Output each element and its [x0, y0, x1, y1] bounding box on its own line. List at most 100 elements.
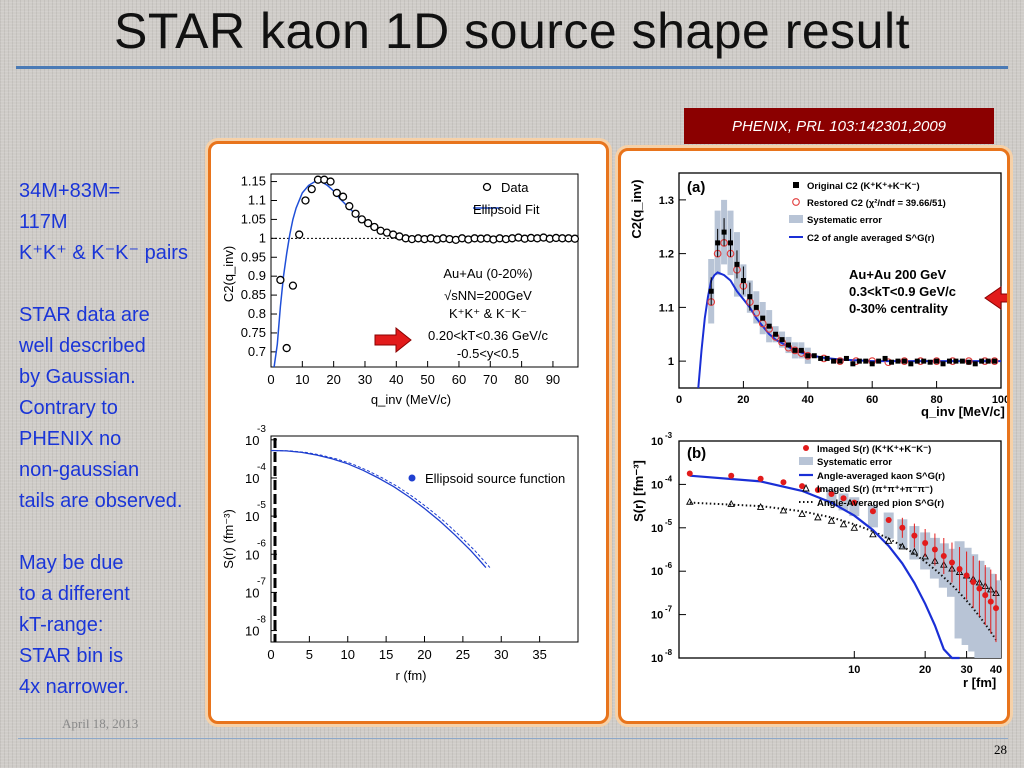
original-point: [740, 278, 746, 283]
side-line: 34M+83M=: [19, 180, 121, 202]
y-tick-label: 0.95: [241, 249, 266, 264]
y-tick-base: 10: [651, 436, 663, 448]
y-tick-base: 10: [245, 471, 259, 486]
star-charts: 0 10 20 30 40 50 60 70 80 900.70.750.80.850.90.95…: [221, 173, 580, 683]
annotation: 0.3<kT<0.9 GeV/c: [849, 284, 956, 299]
kaon-imaged-point: [885, 516, 892, 523]
phenix-panel: (a) 0 20 40 60 80 100 1 1.1 1.2 1.3 q_inv [MeV/c] C2…: [618, 148, 1010, 724]
data-point: [282, 343, 291, 353]
kaon-imaged-point: [976, 585, 983, 592]
kaon-imaged-point: [899, 524, 906, 531]
annotation: Au+Au (0-20%): [443, 266, 532, 281]
data-point: [295, 230, 304, 239]
y-axis-label: S(r) (fm⁻³): [221, 509, 236, 569]
y-tick-exponent: -3: [665, 431, 673, 440]
original-point: [934, 358, 940, 364]
side-line: to a different: [19, 583, 130, 605]
y-tick-base: 10: [651, 566, 663, 578]
legend-kaon-fit-label: Angle-averaged kaon S^G(r): [817, 471, 945, 482]
y-tick-label: 1.3: [659, 195, 674, 207]
side-line: non-gaussian: [19, 459, 140, 481]
legend-restored-label: Restored C2 (χ²/ndf = 39.66/51): [807, 198, 946, 209]
y-tick-label: 0.8: [248, 306, 266, 321]
x-tick-label: 40: [389, 372, 403, 387]
pion-fit-line: [689, 501, 997, 641]
original-point: [811, 353, 817, 359]
pion-imaged-point: [850, 523, 859, 531]
data-point: [570, 234, 580, 243]
legend-kaon-imaged-marker: [803, 445, 809, 451]
original-point: [985, 358, 991, 364]
original-point: [760, 315, 766, 321]
restored-point: [900, 357, 909, 365]
y-tick-base: 10: [651, 610, 663, 622]
y-tick-exponent: -8: [257, 615, 266, 626]
y-tick-base: 10: [245, 585, 259, 600]
side-line: STAR bin is: [19, 645, 124, 667]
kaon-imaged-point: [931, 546, 938, 553]
y-tick-base: 10: [245, 624, 259, 639]
pion-imaged-point: [827, 516, 836, 524]
legend-fit-label: Ellipsoid Fit: [473, 202, 540, 217]
x-tick-label: 90: [546, 372, 560, 387]
x-tick-label: 10: [295, 372, 309, 387]
legend-fit-label: C2 of angle averaged S^G(r): [807, 233, 935, 244]
original-point: [908, 361, 914, 367]
star-panel: 0 10 20 30 40 50 60 70 80 90 0.7 0.75 0.8 0.85 0.9 0.95…: [208, 141, 609, 724]
legend-pion-imaged-marker: [802, 483, 810, 492]
kaon-imaged-point: [993, 605, 1000, 612]
kaon-imaged-point: [970, 579, 977, 586]
annotation: K⁺K⁺ & K⁻K⁻: [449, 306, 527, 321]
original-point: [921, 358, 927, 364]
systematic-band: [838, 493, 849, 511]
slide-title: STAR kaon 1D source shape result: [113, 3, 910, 59]
legend-systematic-marker: [789, 215, 803, 223]
legend-restored-marker: [792, 198, 800, 206]
kaon-imaged-point: [840, 495, 847, 502]
kaon-imaged-point: [922, 539, 929, 546]
side-line: 117M: [19, 211, 68, 233]
kaon-imaged-point: [686, 470, 693, 477]
x-tick-label: 0: [267, 372, 274, 387]
legend-data-marker: [482, 182, 492, 192]
legend-pion-fit-label: Angle-Averaged pion S^G(r): [817, 498, 944, 509]
plot-frame: [678, 172, 1002, 389]
kaon-imaged-point: [911, 532, 918, 539]
x-tick-label: 10: [848, 664, 860, 676]
y-tick-label: 1: [668, 356, 674, 368]
pion-imaged-point: [898, 542, 907, 550]
systematic-band: [849, 497, 860, 517]
y-axis-label: S(r) [fm⁻³]: [631, 460, 646, 522]
x-tick-label: 30: [960, 664, 972, 676]
y-tick-label: 1.05: [241, 211, 266, 226]
page-number: 28: [994, 742, 1007, 757]
original-point: [895, 358, 901, 364]
legend-marker: [408, 474, 416, 482]
y-tick-exponent: -7: [257, 576, 266, 587]
kaon-imaged-point: [828, 490, 835, 497]
restored-point: [803, 351, 812, 360]
x-axis-label: q_inv [MeV/c]: [921, 404, 1005, 419]
y-tick-exponent: -5: [257, 500, 266, 511]
y-axis-label: C2(q_inv): [629, 179, 644, 238]
legend-systematic-marker: [799, 457, 813, 465]
data-point: [351, 209, 360, 218]
y-tick-exponent: -3: [257, 424, 266, 435]
y-tick-label: 1.1: [248, 192, 266, 207]
side-line: May be due: [19, 552, 124, 574]
kaon-imaged-point: [948, 559, 955, 566]
x-tick-label: 10: [341, 647, 355, 662]
annotation: -0.5<y<0.5: [457, 346, 519, 361]
original-point: [946, 358, 952, 364]
legend-original-marker: [793, 182, 799, 188]
y-tick-base: 10: [651, 523, 663, 535]
side-line: PHENIX no: [19, 428, 122, 450]
x-axis-label: r (fm): [395, 668, 426, 683]
x-tick-label: 40: [802, 394, 814, 406]
original-point: [734, 261, 740, 267]
x-tick-label: 80: [514, 372, 528, 387]
original-point: [843, 355, 849, 361]
y-tick-label: 0.85: [241, 287, 266, 302]
x-tick-label: 30: [494, 647, 508, 662]
kaon-imaged-point: [940, 553, 947, 560]
